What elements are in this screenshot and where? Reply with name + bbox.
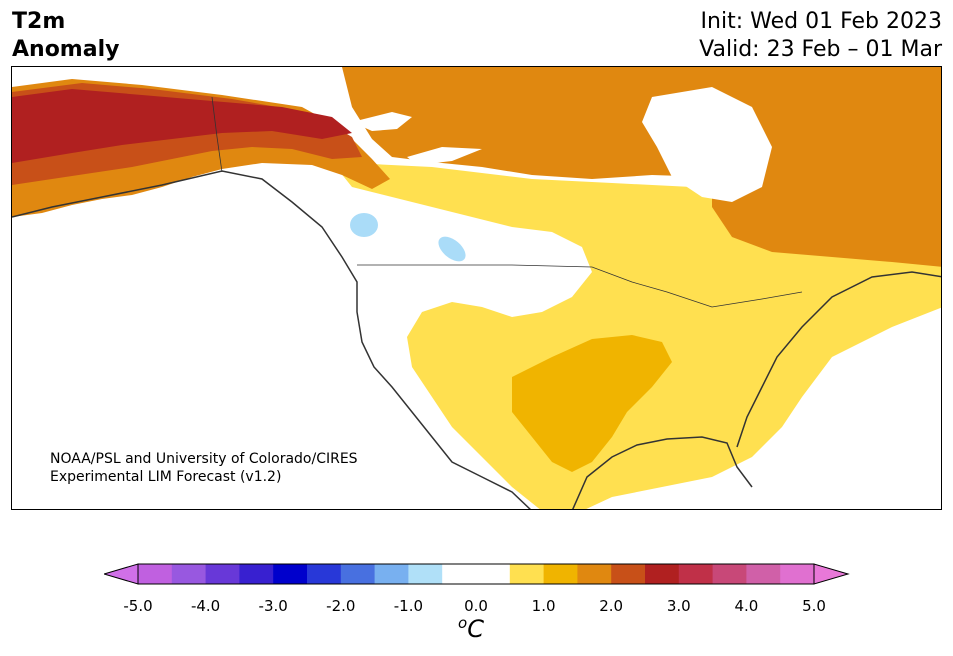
hudson-bay <box>642 87 772 202</box>
colorbar-segment <box>712 564 747 584</box>
colorbar-high-extend <box>813 563 850 585</box>
colorbar-segment <box>307 564 342 584</box>
colorbar-tick-label: 4.0 <box>734 597 759 615</box>
colorbar-segment <box>171 564 207 584</box>
colorbar-tick-label: 0.0 <box>464 597 488 615</box>
colorbar-segment <box>442 564 477 584</box>
colorbar-segment <box>746 564 781 584</box>
anomaly-region-alaska-core <box>12 89 352 163</box>
credit-line-1: NOAA/PSL and University of Colorado/CIRE… <box>50 451 358 467</box>
alaska-border <box>211 96 223 173</box>
colorbar-tick-label: -4.0 <box>190 597 221 615</box>
colorbar-tick-label: 1.0 <box>531 597 556 615</box>
unit-degree-symbol: o <box>458 614 468 632</box>
colorbar-segment <box>611 564 646 584</box>
east-coastline <box>736 271 941 448</box>
anomaly-region-eastern-canada <box>712 127 941 267</box>
colorbar-segment <box>239 564 274 584</box>
map-canvas <box>12 67 941 509</box>
colorbar-tick-label: -5.0 <box>123 597 153 615</box>
anomaly-region-south-central-us <box>512 335 672 472</box>
colorbar-segment <box>138 564 173 584</box>
colorbar-segment <box>645 564 680 584</box>
colorbar <box>104 563 850 585</box>
init-date: Init: Wed 01 Feb 2023 <box>700 9 942 34</box>
colorbar-segment <box>340 564 376 584</box>
data-credit: NOAA/PSL and University of Colorado/CIRE… <box>50 450 358 486</box>
credit-line-2: Experimental LIM Forecast (v1.2) <box>50 469 282 485</box>
colorbar-segment <box>509 564 545 584</box>
title-line-2: Anomaly <box>12 37 120 62</box>
colorbar-tick-label: -3.0 <box>258 597 288 615</box>
us-canada-border <box>357 264 803 308</box>
colorbar-unit: oC <box>458 614 484 643</box>
colorbar-segments <box>138 564 815 584</box>
colorbar-tick-label: 3.0 <box>666 597 691 615</box>
colorbar-tick-label: 5.0 <box>802 597 826 615</box>
colorbar-segment <box>577 564 612 584</box>
gulf-coastline <box>572 436 753 509</box>
colorbar-segment <box>543 564 578 584</box>
valid-date: Valid: 23 Feb – 01 Mar <box>699 37 942 62</box>
colorbar-low-extend <box>104 563 139 585</box>
colorbar-segment <box>273 564 308 584</box>
colorbar-segment <box>205 564 240 584</box>
colorbar-segment <box>678 564 714 584</box>
colorbar-tick-label: -2.0 <box>326 597 356 615</box>
colorbar-tick-label: -1.0 <box>393 597 424 615</box>
colorbar-segment <box>476 564 511 584</box>
white-patch-arctic-2 <box>407 147 482 165</box>
title-line-1: T2m <box>12 9 66 34</box>
colorbar-segment <box>408 564 443 584</box>
colorbar-tick-label: 2.0 <box>599 597 624 615</box>
white-patch-arctic-1 <box>352 112 412 131</box>
west-coastline <box>12 170 531 509</box>
cool-spot-prairies <box>438 236 466 262</box>
forecast-dates: Init: Wed 01 Feb 2023 Valid: 23 Feb – 01… <box>699 8 942 64</box>
unit-letter: C <box>467 615 484 643</box>
colorbar-segment <box>780 564 815 584</box>
colorbar-segment <box>374 564 409 584</box>
cool-spot-northwest <box>350 213 378 237</box>
anomaly-map: NOAA/PSL and University of Colorado/CIRE… <box>11 66 942 510</box>
map-title: T2m Anomaly <box>12 8 119 64</box>
colorbar-outline <box>137 563 815 585</box>
